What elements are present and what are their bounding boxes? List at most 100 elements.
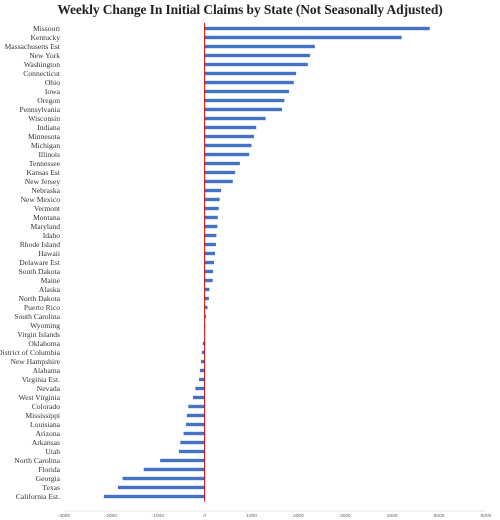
bar — [204, 107, 283, 112]
category-label: New Jersey — [25, 177, 60, 186]
category-label: Utah — [45, 447, 60, 456]
category-label: Alaska — [39, 285, 61, 294]
bar — [183, 431, 205, 436]
category-label: Wisconsin — [28, 114, 60, 123]
bar — [204, 89, 290, 94]
category-label: Idaho — [43, 231, 60, 240]
category-label: Wyoming — [30, 321, 60, 330]
x-tick-label: -2000 — [105, 513, 118, 519]
x-tick-label: 4000 — [387, 513, 398, 519]
bar — [204, 170, 236, 175]
category-label: South Carolina — [14, 312, 60, 321]
category-label: New Mexico — [21, 195, 61, 204]
category-label: Iowa — [45, 87, 61, 96]
category-label: North Dakota — [18, 294, 60, 303]
bar — [160, 458, 205, 463]
bar — [204, 125, 257, 130]
category-label: Pennsylvania — [20, 105, 61, 114]
category-label: Hawaii — [38, 249, 60, 258]
bar — [200, 359, 205, 364]
category-label: Maryland — [30, 222, 60, 231]
category-label: Ohio — [45, 78, 60, 87]
x-tick-label: 5000 — [434, 513, 445, 519]
category-label: Rhode Island — [20, 240, 60, 249]
bar — [201, 350, 205, 355]
category-label: Georgia — [36, 474, 61, 483]
bar — [204, 35, 402, 40]
category-label: Louisiana — [30, 420, 61, 429]
bar — [204, 314, 207, 319]
category-label: District of Columbia — [0, 348, 61, 357]
category-label: Connecticut — [23, 69, 61, 78]
x-tick-label: -3000 — [58, 513, 71, 519]
category-label: Oregon — [37, 96, 60, 105]
category-label: Oklahoma — [28, 339, 60, 348]
category-label: Colorado — [32, 402, 60, 411]
bar — [204, 134, 254, 139]
category-label: Arizona — [36, 429, 61, 438]
category-label: Nevada — [37, 384, 61, 393]
category-label: Puerto Rico — [24, 303, 60, 312]
bar — [204, 62, 308, 67]
x-tick-label: 1000 — [246, 513, 257, 519]
bar — [185, 422, 205, 427]
bar — [122, 476, 205, 481]
x-tick-label: -1000 — [152, 513, 165, 519]
bar — [103, 494, 205, 499]
category-label: Virgin Islands — [17, 330, 60, 339]
category-label: Vermont — [34, 204, 61, 213]
bar — [204, 206, 219, 211]
bar — [204, 278, 213, 283]
category-label: Michigan — [31, 141, 60, 150]
category-label: Maine — [41, 276, 61, 285]
bar — [204, 296, 209, 301]
bar — [199, 368, 205, 373]
category-label: Minnesota — [28, 132, 61, 141]
bar — [204, 98, 285, 103]
bar — [204, 233, 217, 238]
category-label: Tennessee — [29, 159, 61, 168]
x-tick-label: 2000 — [293, 513, 304, 519]
bar — [204, 215, 218, 220]
x-tick-label: 6000 — [481, 513, 492, 519]
bar — [204, 44, 315, 49]
bar — [204, 260, 215, 265]
category-label: Montana — [33, 213, 61, 222]
category-label: Missouri — [33, 24, 60, 33]
bar — [204, 116, 266, 121]
bar — [204, 143, 252, 148]
category-label: Texas — [42, 483, 60, 492]
bar — [192, 395, 205, 400]
bar — [180, 440, 205, 445]
category-label: California Est. — [16, 492, 60, 501]
category-label: Alabama — [33, 366, 61, 375]
category-label: Kentucky — [30, 33, 60, 42]
bar — [143, 467, 205, 472]
category-label: Indiana — [37, 123, 60, 132]
category-label: Kansas Est — [26, 168, 60, 177]
bar — [195, 386, 205, 391]
bar — [199, 377, 205, 382]
bar — [204, 224, 218, 229]
bar — [204, 287, 210, 292]
category-label: West Virginia — [19, 393, 61, 402]
bar — [204, 197, 220, 202]
category-label: Virginia Est. — [22, 375, 60, 384]
bar — [188, 404, 205, 409]
bar — [204, 305, 208, 310]
bar — [204, 188, 222, 193]
bar — [204, 152, 250, 157]
category-label: New Hampshire — [10, 357, 60, 366]
category-label: Massachusetts Est — [5, 42, 61, 51]
category-label: South Dakota — [18, 267, 60, 276]
category-label: Illinois — [38, 150, 60, 159]
bar — [204, 242, 216, 247]
category-label: New York — [29, 51, 60, 60]
bar — [204, 26, 430, 31]
category-label: Florida — [38, 465, 61, 474]
chart-title: Weekly Change In Initial Claims by State… — [57, 2, 443, 17]
category-label: Arkansas — [32, 438, 60, 447]
bar — [117, 485, 205, 490]
category-label: Delaware Est — [19, 258, 61, 267]
